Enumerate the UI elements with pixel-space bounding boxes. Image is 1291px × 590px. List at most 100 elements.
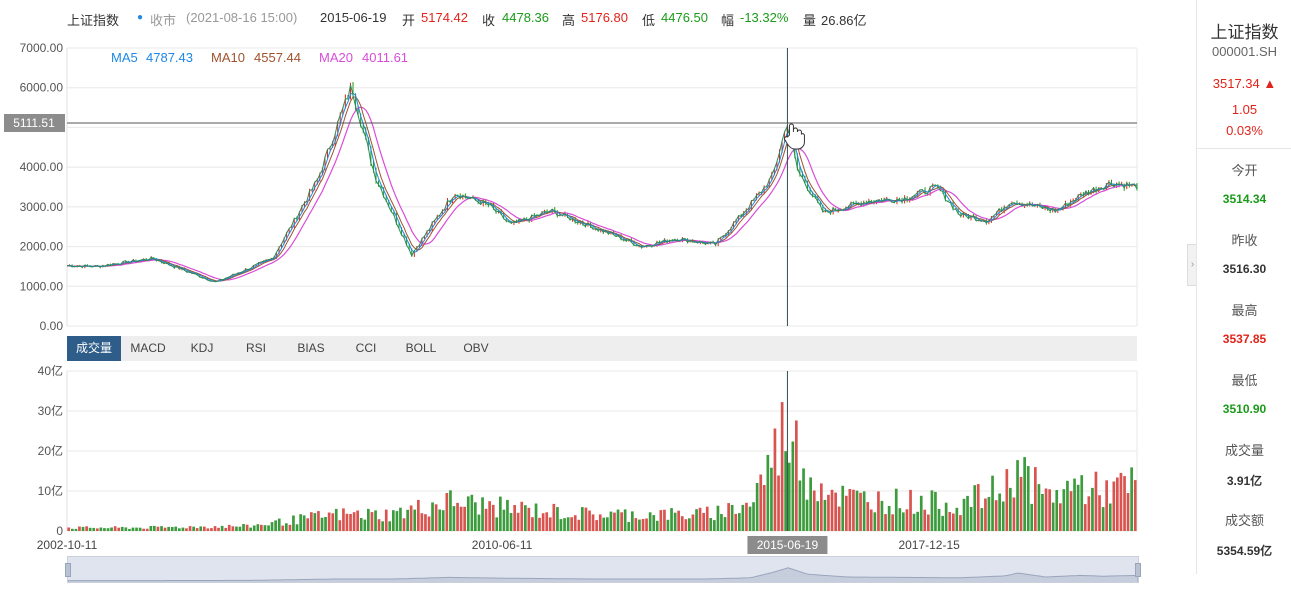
volume-bar bbox=[859, 492, 862, 531]
tab-cci[interactable]: CCI bbox=[355, 341, 377, 355]
volume-bar bbox=[702, 512, 705, 531]
volume-bar bbox=[381, 521, 384, 531]
volume-bar bbox=[352, 512, 356, 531]
volume-bar bbox=[220, 525, 224, 531]
volume-bar bbox=[420, 513, 424, 531]
volume-bar bbox=[941, 515, 944, 531]
volume-bar bbox=[402, 518, 406, 531]
kline-chart[interactable]: 7000.006000.005000.004000.003000.002000.… bbox=[0, 0, 1195, 590]
volume-bar bbox=[181, 527, 185, 531]
volume-bar bbox=[959, 515, 962, 531]
volume-bar bbox=[1019, 476, 1023, 531]
date-tick-label: 2010-06-11 bbox=[472, 538, 533, 552]
navigator-left-handle[interactable] bbox=[65, 563, 71, 577]
volume-bar bbox=[855, 490, 859, 531]
quote-date: 2015-06-19 bbox=[320, 10, 387, 25]
volume-bar bbox=[705, 506, 709, 531]
volume-bar bbox=[845, 495, 848, 531]
volume-bar bbox=[85, 526, 88, 531]
volume-bar bbox=[128, 528, 131, 531]
volume-bar bbox=[1059, 503, 1062, 531]
volume-bar bbox=[117, 527, 121, 531]
volume-bar bbox=[110, 527, 113, 531]
volume-bar bbox=[399, 507, 402, 531]
volume-bar bbox=[616, 509, 620, 531]
tab-bias[interactable]: BIAS bbox=[297, 341, 325, 355]
volume-bar bbox=[1016, 460, 1019, 531]
volume-bar bbox=[805, 499, 809, 531]
price-tick-label: 6000.00 bbox=[20, 81, 64, 95]
volume-bar bbox=[680, 516, 684, 531]
volume-bar bbox=[991, 475, 994, 531]
volume-bar bbox=[534, 503, 538, 531]
tab-volume[interactable]: 成交量 bbox=[67, 336, 121, 361]
volume-bar bbox=[434, 504, 438, 531]
tab-boll[interactable]: BOLL bbox=[405, 341, 437, 355]
sidebar-stat-label: 最高 bbox=[1231, 303, 1258, 318]
volume-bar bbox=[748, 506, 752, 531]
sidebar-stat-label: 成交量 bbox=[1224, 443, 1264, 458]
volume-bar bbox=[170, 527, 174, 531]
volume-bar bbox=[762, 485, 766, 531]
volume-bar bbox=[869, 509, 873, 531]
volume-bar bbox=[880, 500, 884, 531]
volume-bar bbox=[413, 509, 417, 531]
volume-bar bbox=[1066, 480, 1069, 531]
crosshair-date-label: 2015-06-19 bbox=[757, 538, 819, 552]
market-status: 收市 bbox=[150, 13, 177, 28]
volume-bar bbox=[784, 451, 787, 531]
quote-header: 上证指数 ● 收市 (2021-08-16 15:00) 2015-06-19 … bbox=[0, 0, 1195, 36]
chevron-right-icon[interactable]: › bbox=[1187, 244, 1197, 286]
volume-bar bbox=[976, 484, 980, 531]
tab-obv[interactable]: OBV bbox=[463, 341, 489, 355]
volume-bar bbox=[827, 494, 830, 531]
close-value: 4478.36 bbox=[502, 10, 549, 25]
status-time: (2021-08-16 15:00) bbox=[186, 10, 298, 25]
range-navigator[interactable] bbox=[65, 556, 1141, 583]
volume-bar bbox=[338, 520, 342, 531]
tab-kdj[interactable]: KDJ bbox=[190, 341, 214, 355]
volume-bar bbox=[666, 519, 670, 531]
volume-bar bbox=[1034, 467, 1037, 531]
volume-bar bbox=[688, 518, 691, 531]
volume-bar bbox=[249, 527, 252, 531]
volume-bar bbox=[919, 495, 923, 531]
tab-macd[interactable]: MACD bbox=[130, 341, 166, 355]
volume-bar bbox=[834, 492, 837, 531]
sidebar-stat-value: 3510.90 bbox=[1222, 402, 1267, 416]
volume-bar bbox=[1080, 475, 1084, 531]
sidebar-stat-label: 成交额 bbox=[1224, 513, 1264, 528]
volume-bar bbox=[556, 507, 559, 531]
crosshair-price-label: 5111.51 bbox=[13, 116, 55, 130]
volume-bar bbox=[866, 502, 870, 531]
volume-bar bbox=[288, 524, 292, 531]
volume-bar bbox=[270, 522, 274, 531]
volume-bar bbox=[652, 515, 656, 531]
volume-bar bbox=[595, 520, 598, 531]
hand-pointer-icon bbox=[783, 123, 805, 150]
volume-bar bbox=[406, 509, 409, 531]
volume-bar bbox=[474, 502, 477, 531]
volume-bar bbox=[384, 509, 388, 531]
volume-bar bbox=[1041, 494, 1044, 531]
volume-bar bbox=[210, 528, 213, 531]
volume-bar bbox=[577, 519, 581, 531]
volume-bar bbox=[299, 514, 302, 531]
tab-rsi[interactable]: RSI bbox=[245, 341, 266, 355]
volume-bar bbox=[417, 499, 420, 531]
volume-bar bbox=[770, 467, 773, 531]
volume-bar bbox=[1073, 478, 1076, 531]
volume-bar bbox=[773, 428, 777, 531]
volume-value: 26.86亿 bbox=[821, 13, 867, 28]
volume-label: 量 bbox=[803, 13, 817, 28]
volume-bar bbox=[598, 514, 602, 531]
volume-bar bbox=[1012, 497, 1016, 531]
volume-bar bbox=[513, 505, 516, 531]
volume-bar bbox=[795, 420, 798, 531]
volume-bar bbox=[602, 517, 606, 531]
volume-bar bbox=[359, 518, 363, 531]
sidebar-change: 1.05 bbox=[1231, 102, 1258, 117]
ma20-series-line bbox=[66, 106, 1138, 281]
navigator-right-handle[interactable] bbox=[1135, 563, 1141, 577]
volume-bar bbox=[541, 513, 545, 531]
